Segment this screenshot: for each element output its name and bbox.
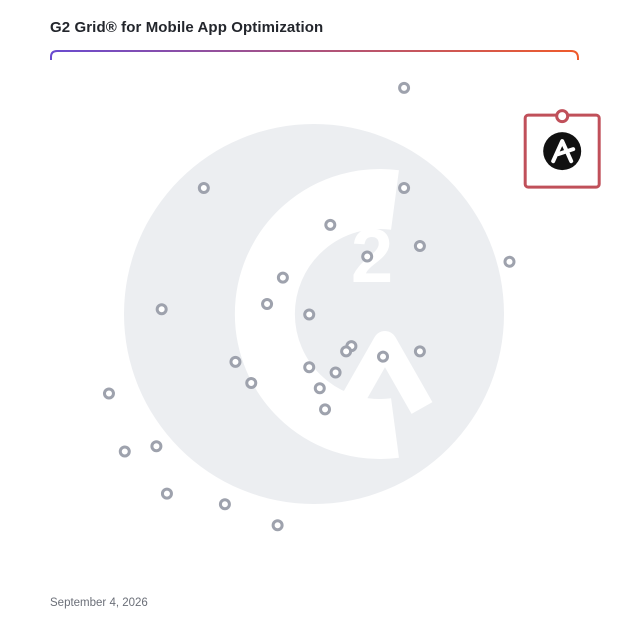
data-point-15[interactable]	[413, 345, 426, 358]
data-points	[102, 81, 516, 532]
data-point-24[interactable]	[118, 445, 131, 458]
highlighted-product[interactable]	[523, 109, 601, 189]
data-point-25[interactable]	[160, 487, 173, 500]
data-point-23[interactable]	[150, 440, 163, 453]
data-point-11[interactable]	[303, 308, 316, 321]
chart-title: G2 Grid® for Mobile App Optimization	[50, 19, 324, 36]
data-point-9[interactable]	[261, 297, 274, 310]
data-point-27[interactable]	[271, 519, 284, 532]
data-point-18[interactable]	[329, 366, 342, 379]
data-point-21[interactable]	[102, 387, 115, 400]
data-point-5[interactable]	[413, 239, 426, 252]
data-point-13[interactable]	[340, 345, 353, 358]
data-point-16[interactable]	[229, 355, 242, 368]
data-point-2[interactable]	[197, 182, 210, 195]
data-point-26[interactable]	[218, 498, 231, 511]
chart-date: September 4, 2026	[50, 597, 148, 609]
data-point-1[interactable]	[398, 81, 411, 94]
data-point-10[interactable]	[155, 303, 168, 316]
data-point-3[interactable]	[398, 182, 411, 195]
data-point-19[interactable]	[245, 377, 258, 390]
data-point-7[interactable]	[503, 255, 516, 268]
a-logo-icon	[543, 132, 582, 171]
highlight-point[interactable]	[555, 109, 570, 124]
data-point-4[interactable]	[324, 218, 337, 231]
data-point-8[interactable]	[276, 271, 289, 284]
data-point-17[interactable]	[303, 361, 316, 374]
data-point-14[interactable]	[377, 350, 390, 363]
data-point-6[interactable]	[361, 250, 374, 263]
data-point-20[interactable]	[313, 382, 326, 395]
data-point-22[interactable]	[319, 403, 332, 416]
